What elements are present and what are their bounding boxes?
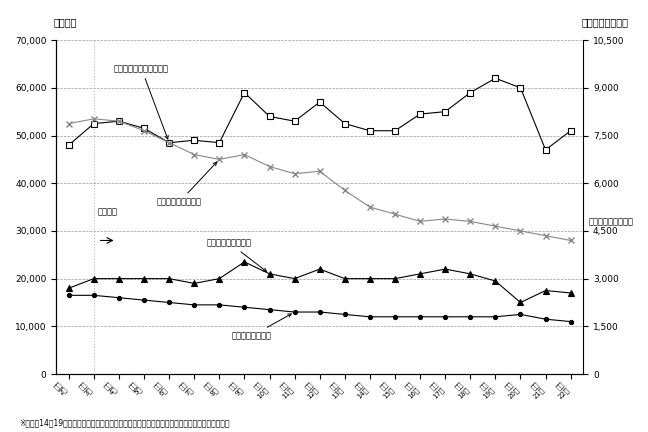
Text: 事業所数【事業所】: 事業所数【事業所】 <box>588 217 633 226</box>
Text: （億円）: （億円） <box>53 17 76 27</box>
Text: 製造品出荷額等【億円】: 製造品出荷額等【億円】 <box>114 64 169 139</box>
Text: バブル期: バブル期 <box>98 207 118 216</box>
Text: 付加価値額【億円】: 付加価値額【億円】 <box>207 238 266 271</box>
Text: 事業所数【事業所】: 事業所数【事業所】 <box>157 162 216 207</box>
Text: ※　平成14、19年は調査項目の変更により前年数値とは接続しない。詳細は利用上の注意参照。: ※ 平成14、19年は調査項目の変更により前年数値とは接続しない。詳細は利用上の… <box>19 419 230 428</box>
Text: 従業者数【百人】: 従業者数【百人】 <box>232 314 291 340</box>
Text: （事業所・百人）: （事業所・百人） <box>581 17 629 27</box>
